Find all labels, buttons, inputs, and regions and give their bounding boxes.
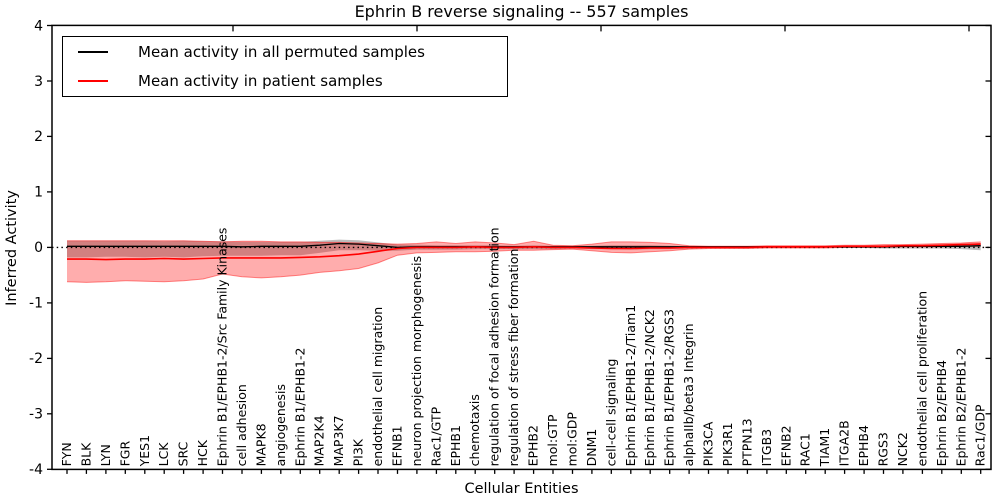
y-tick-label: 1 xyxy=(34,185,43,201)
x-tick-label: Ephrin B2/EPHB4 xyxy=(934,360,949,466)
y-tick-label: -2 xyxy=(29,351,43,367)
x-tick-label: EPHB4 xyxy=(856,425,871,466)
x-axis-label: Cellular Entities xyxy=(464,481,579,497)
legend-permuted-label: Mean activity in all permuted samples xyxy=(138,43,425,62)
y-tick-label: 3 xyxy=(34,74,43,90)
x-tick-label: PIK3R1 xyxy=(720,422,735,466)
x-tick-label: Ephrin B1/EPHB1-2 xyxy=(292,348,307,467)
legend-permuted-line-sample xyxy=(78,51,108,54)
x-tick-label: angiogenesis xyxy=(273,384,288,466)
y-tick-label: 4 xyxy=(34,18,43,34)
x-tick-label: MAP2K4 xyxy=(312,415,327,466)
legend-entry-patient: Mean activity in patient samples xyxy=(63,68,507,94)
x-tick-label: ITGB3 xyxy=(759,429,774,467)
legend-entry-permuted: Mean activity in all permuted samples xyxy=(63,39,507,65)
x-tick-label: Ephrin B1/EPHB1-2/Tiam1 xyxy=(623,305,638,467)
x-tick-label: endothelial cell migration xyxy=(370,307,385,467)
y-tick-label: -1 xyxy=(29,296,43,312)
x-tick-label: BLK xyxy=(78,442,93,467)
x-tick-label: chemotaxis xyxy=(467,394,482,466)
y-tick-label: 0 xyxy=(34,240,43,256)
x-tick-label: EFNB2 xyxy=(778,425,793,466)
permuted-band xyxy=(67,239,981,258)
x-tick-label: EFNB1 xyxy=(390,425,405,466)
x-tick-label: MAPK8 xyxy=(253,423,268,466)
y-tick-label: -3 xyxy=(29,407,43,423)
y-axis-label: Inferred Activity xyxy=(4,190,20,306)
y-tick-label: 2 xyxy=(34,129,43,145)
x-tick-label: YES1 xyxy=(137,435,152,467)
x-tick-label: alphaIIb/beta3 Integrin xyxy=(681,323,696,466)
x-tick-label: regulation of stress fiber formation xyxy=(506,249,521,467)
x-tick-label: Ephrin B1/EPHB1-2/NCK2 xyxy=(642,309,657,466)
x-tick-label: DNM1 xyxy=(584,429,599,467)
x-tick-label: PIK3CA xyxy=(701,421,716,466)
x-tick-label: RGS3 xyxy=(876,432,891,466)
x-tick-label: Rac1/GDP xyxy=(973,404,988,466)
x-tick-label: HCK xyxy=(195,439,210,466)
x-tick-label: LYN xyxy=(98,444,113,466)
x-tick-label: EPHB2 xyxy=(526,425,541,466)
patient-band xyxy=(67,240,981,283)
x-tick-label: FYN xyxy=(59,442,74,466)
x-tick-label: PTPN13 xyxy=(739,418,754,466)
x-tick-label: neuron projection morphogenesis xyxy=(409,256,424,467)
x-tick-label: Ephrin B1/EPHB1-2/RGS3 xyxy=(662,309,677,466)
x-tick-label: EPHB1 xyxy=(448,425,463,466)
x-tick-label: RAC1 xyxy=(798,433,813,466)
legend-patient-label: Mean activity in patient samples xyxy=(138,71,383,90)
y-tick-label: -4 xyxy=(29,462,43,478)
x-tick-label: regulation of focal adhesion formation xyxy=(487,227,502,466)
x-tick-label: FGR xyxy=(117,441,132,467)
x-tick-label: ITGA2B xyxy=(837,420,852,466)
x-tick-label: NCK2 xyxy=(895,432,910,466)
x-tick-label: TIAM1 xyxy=(817,428,832,468)
x-tick-label: Ephrin B2/EPHB1-2 xyxy=(953,348,968,467)
x-tick-label: mol:GDP xyxy=(565,412,580,467)
x-tick-label: Ephrin B1/EPHB1-2/Src Family Kinases xyxy=(215,228,230,467)
x-tick-label: mol:GTP xyxy=(545,414,560,466)
chart-title: Ephrin B reverse signaling -- 557 sample… xyxy=(354,2,689,21)
patient-mean-line xyxy=(67,243,981,261)
x-tick-label: PI3K xyxy=(351,438,366,466)
x-tick-label: MAP3K7 xyxy=(331,415,346,466)
patient-band-upper-edge xyxy=(67,240,981,247)
legend: Mean activity in all permuted samples Me… xyxy=(62,36,508,97)
x-tick-label: LCK xyxy=(156,442,171,467)
x-tick-label: cell-cell signaling xyxy=(603,359,618,467)
legend-patient-line-sample xyxy=(78,79,108,82)
x-tick-label: cell adhesion xyxy=(234,384,249,466)
x-tick-label: Rac1/GTP xyxy=(428,406,443,466)
x-tick-label: endothelial cell proliferation xyxy=(914,291,929,466)
x-tick-label: SRC xyxy=(176,441,191,466)
